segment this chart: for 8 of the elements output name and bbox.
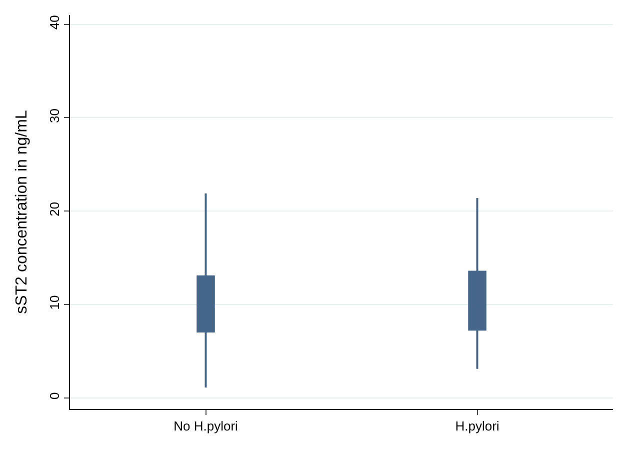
y-tick-label: 30 (46, 108, 62, 123)
x-tick-label: H.pylori (455, 418, 500, 434)
x-tick-label: No H.pylori (174, 418, 238, 434)
y-tick-label: 0 (46, 392, 62, 400)
y-axis-title: sST2 concentration in ng/mL (14, 110, 31, 314)
y-tick-label: 10 (46, 295, 62, 310)
y-tick-label: 20 (46, 202, 62, 216)
y-tick-label: 40 (46, 15, 62, 30)
